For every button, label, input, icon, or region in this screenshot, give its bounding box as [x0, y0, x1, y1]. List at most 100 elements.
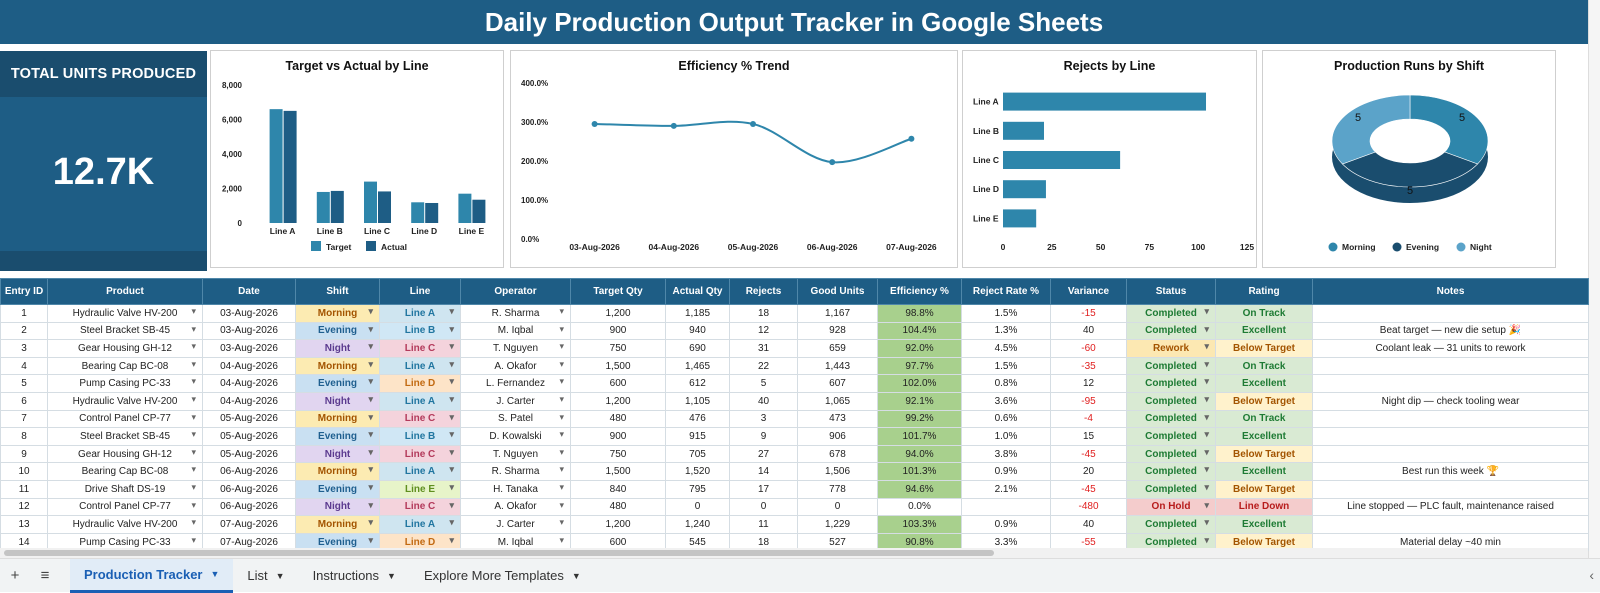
target-qty-cell[interactable]: 750	[570, 339, 666, 358]
reject-rate-cell[interactable]: 1.5%	[961, 356, 1051, 376]
notes-cell[interactable]	[1312, 515, 1589, 534]
column-header[interactable]: Line	[379, 278, 461, 305]
date-cell[interactable]: 05-Aug-2026	[202, 444, 296, 464]
status-cell[interactable]: Completed	[1126, 391, 1216, 411]
variance-cell[interactable]: -480	[1050, 497, 1127, 517]
product-cell[interactable]: Drive Shaft DS-19	[47, 479, 203, 499]
chevron-down-icon[interactable]: ▼	[571, 570, 581, 581]
shift-cell[interactable]: Night	[295, 391, 380, 411]
efficiency-cell[interactable]: 94.6%	[877, 479, 962, 499]
target-qty-cell[interactable]: 1,200	[570, 304, 666, 323]
operator-cell[interactable]: A. Okafor	[460, 356, 571, 376]
reject-rate-cell[interactable]: 2.1%	[961, 479, 1051, 499]
rating-cell[interactable]: On Track	[1215, 409, 1313, 429]
variance-cell[interactable]: 40	[1050, 515, 1127, 534]
actual-qty-cell[interactable]: 1,185	[665, 304, 730, 323]
product-cell[interactable]: Hydraulic Valve HV-200	[47, 515, 203, 534]
good-units-cell[interactable]: 928	[797, 321, 878, 341]
good-units-cell[interactable]: 678	[797, 444, 878, 464]
variance-cell[interactable]: -45	[1050, 444, 1127, 464]
line-cell[interactable]: Line B	[379, 321, 461, 341]
status-cell[interactable]: Completed	[1126, 532, 1216, 552]
notes-cell[interactable]: Best run this week 🏆	[1312, 462, 1589, 481]
date-cell[interactable]: 03-Aug-2026	[202, 321, 296, 341]
variance-cell[interactable]: -45	[1050, 479, 1127, 499]
efficiency-cell[interactable]: 104.4%	[877, 321, 962, 341]
chevron-down-icon[interactable]: ▼	[210, 569, 220, 579]
column-header[interactable]: Good Units	[797, 278, 878, 305]
good-units-cell[interactable]: 1,506	[797, 462, 878, 481]
operator-cell[interactable]: H. Tanaka	[460, 479, 571, 499]
rejects-cell[interactable]: 0	[729, 497, 798, 517]
rejects-cell[interactable]: 17	[729, 479, 798, 499]
reject-rate-cell[interactable]: 3.6%	[961, 391, 1051, 411]
target-qty-cell[interactable]: 480	[570, 409, 666, 429]
date-cell[interactable]: 07-Aug-2026	[202, 515, 296, 534]
shift-cell[interactable]: Evening	[295, 321, 380, 341]
rejects-cell[interactable]: 22	[729, 356, 798, 376]
line-cell[interactable]: Line A	[379, 391, 461, 411]
actual-qty-cell[interactable]: 1,465	[665, 356, 730, 376]
reject-rate-cell[interactable]	[961, 497, 1051, 517]
rating-cell[interactable]: Excellent	[1215, 321, 1313, 341]
entry-id-cell[interactable]: 3	[0, 339, 48, 358]
operator-cell[interactable]: M. Iqbal	[460, 321, 571, 341]
reject-rate-cell[interactable]: 0.8%	[961, 374, 1051, 393]
horizontal-scrollbar[interactable]	[0, 548, 1588, 558]
actual-qty-cell[interactable]: 1,105	[665, 391, 730, 411]
notes-cell[interactable]: Night dip — check tooling wear	[1312, 391, 1589, 411]
efficiency-cell[interactable]: 97.7%	[877, 356, 962, 376]
good-units-cell[interactable]: 659	[797, 339, 878, 358]
efficiency-cell[interactable]: 92.1%	[877, 391, 962, 411]
line-cell[interactable]: Line A	[379, 515, 461, 534]
product-cell[interactable]: Hydraulic Valve HV-200	[47, 304, 203, 323]
rejects-cell[interactable]: 14	[729, 462, 798, 481]
status-cell[interactable]: Rework	[1126, 339, 1216, 358]
entry-id-cell[interactable]: 12	[0, 497, 48, 517]
good-units-cell[interactable]: 473	[797, 409, 878, 429]
actual-qty-cell[interactable]: 940	[665, 321, 730, 341]
shift-cell[interactable]: Morning	[295, 409, 380, 429]
status-cell[interactable]: Completed	[1126, 356, 1216, 376]
target-qty-cell[interactable]: 1,500	[570, 462, 666, 481]
efficiency-cell[interactable]: 0.0%	[877, 497, 962, 517]
column-header[interactable]: Efficiency %	[877, 278, 962, 305]
entry-id-cell[interactable]: 10	[0, 462, 48, 481]
efficiency-cell[interactable]: 92.0%	[877, 339, 962, 358]
entry-id-cell[interactable]: 9	[0, 444, 48, 464]
rating-cell[interactable]: On Track	[1215, 304, 1313, 323]
variance-cell[interactable]: 20	[1050, 462, 1127, 481]
entry-id-cell[interactable]: 11	[0, 479, 48, 499]
product-cell[interactable]: Gear Housing GH-12	[47, 444, 203, 464]
rating-cell[interactable]: Below Target	[1215, 391, 1313, 411]
column-header[interactable]: Rating	[1215, 278, 1313, 305]
target-qty-cell[interactable]: 1,200	[570, 515, 666, 534]
rejects-cell[interactable]: 12	[729, 321, 798, 341]
column-header[interactable]: Status	[1126, 278, 1216, 305]
status-cell[interactable]: Completed	[1126, 304, 1216, 323]
tab-production-tracker[interactable]: Production Tracker ▼	[70, 558, 234, 593]
add-sheet-button[interactable]: +	[10, 567, 20, 584]
notes-cell[interactable]: Beat target — new die setup 🎉	[1312, 321, 1589, 341]
variance-cell[interactable]: 15	[1050, 427, 1127, 446]
rating-cell[interactable]: Excellent	[1215, 427, 1313, 446]
chart-runs-by-shift[interactable]: Production Runs by Shift 5 5 5 Morning Eveni…	[1262, 50, 1556, 268]
entry-id-cell[interactable]: 8	[0, 427, 48, 446]
shift-cell[interactable]: Morning	[295, 356, 380, 376]
actual-qty-cell[interactable]: 705	[665, 444, 730, 464]
column-header[interactable]: Shift	[295, 278, 380, 305]
shift-cell[interactable]: Evening	[295, 479, 380, 499]
variance-cell[interactable]: -35	[1050, 356, 1127, 376]
reject-rate-cell[interactable]: 1.5%	[961, 304, 1051, 323]
actual-qty-cell[interactable]: 612	[665, 374, 730, 393]
reject-rate-cell[interactable]: 1.3%	[961, 321, 1051, 341]
status-cell[interactable]: Completed	[1126, 409, 1216, 429]
reject-rate-cell[interactable]: 3.8%	[961, 444, 1051, 464]
column-header[interactable]: Notes	[1312, 278, 1589, 305]
chart-efficiency-trend[interactable]: Efficiency % Trend 400.0% 300.0% 200.0% 100…	[510, 50, 958, 268]
line-cell[interactable]: Line C	[379, 444, 461, 464]
product-cell[interactable]: Bearing Cap BC-08	[47, 462, 203, 481]
good-units-cell[interactable]: 1,167	[797, 304, 878, 323]
operator-cell[interactable]: T. Nguyen	[460, 444, 571, 464]
target-qty-cell[interactable]: 900	[570, 427, 666, 446]
